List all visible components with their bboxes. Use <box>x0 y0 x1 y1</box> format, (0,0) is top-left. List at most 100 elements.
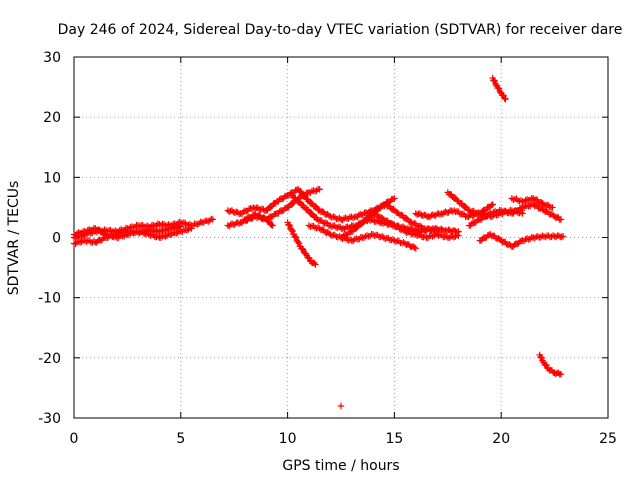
data-point <box>122 230 130 238</box>
data-point <box>436 211 444 218</box>
data-point <box>388 236 395 244</box>
data-point <box>403 214 410 222</box>
data-point <box>390 205 397 213</box>
x-tick-label: 0 <box>70 431 79 447</box>
data-point <box>371 232 378 239</box>
data-point <box>235 220 243 227</box>
data-point <box>305 254 312 261</box>
data-point <box>499 208 506 215</box>
data-point <box>510 196 517 203</box>
data-point <box>75 229 82 236</box>
data-point <box>353 224 360 232</box>
data-point <box>90 238 98 245</box>
y-tick-label: -20 <box>38 351 61 367</box>
data-point <box>308 210 315 217</box>
data-point <box>409 231 416 238</box>
data-marks <box>70 74 567 410</box>
data-point <box>297 187 304 195</box>
data-point <box>507 209 514 216</box>
data-point <box>409 243 417 250</box>
data-point <box>467 208 474 215</box>
data-point <box>414 232 421 239</box>
data-point <box>292 233 299 241</box>
data-point <box>353 235 360 242</box>
data-point <box>79 228 87 235</box>
data-point <box>523 196 531 203</box>
data-point <box>142 230 149 238</box>
data-point <box>388 220 395 227</box>
data-point <box>299 245 306 252</box>
data-point <box>289 200 296 208</box>
data-point <box>267 220 274 228</box>
data-point <box>153 233 160 241</box>
x-tick-label: 20 <box>492 431 510 447</box>
data-point <box>186 224 194 232</box>
data-point <box>307 223 314 230</box>
data-point <box>499 91 507 99</box>
data-point <box>185 226 192 233</box>
data-point <box>206 217 213 224</box>
data-point <box>548 210 556 218</box>
data-point <box>377 214 385 221</box>
data-point <box>337 224 344 231</box>
data-point <box>459 210 466 217</box>
x-tick-label: 25 <box>599 431 617 447</box>
data-point <box>496 87 503 95</box>
chart-title: Day 246 of 2024, Sidereal Day-to-day VTE… <box>58 22 623 38</box>
data-point <box>429 211 437 218</box>
data-point <box>313 214 320 221</box>
data-point <box>322 219 330 226</box>
data-point <box>389 195 397 203</box>
data-point <box>537 354 545 361</box>
data-point <box>110 234 117 241</box>
data-point <box>328 232 336 239</box>
data-point <box>304 196 312 203</box>
y-tick-label: 30 <box>43 50 61 66</box>
data-point <box>452 233 459 240</box>
data-point <box>285 221 293 229</box>
y-tick-label: -10 <box>38 291 61 307</box>
data-point <box>534 233 542 240</box>
data-point <box>558 233 565 240</box>
data-point <box>420 233 427 241</box>
x-axis-label: GPS time / hours <box>282 458 399 474</box>
data-point <box>392 238 400 245</box>
data-point <box>260 214 267 221</box>
data-point <box>228 220 236 227</box>
y-tick-label: 10 <box>43 170 61 186</box>
data-point <box>448 207 455 214</box>
data-point <box>165 224 172 232</box>
data-point <box>490 77 498 84</box>
data-point <box>363 215 371 223</box>
data-point <box>453 231 461 239</box>
data-point <box>302 250 310 257</box>
data-point <box>473 210 480 217</box>
data-point <box>442 208 449 215</box>
data-point <box>163 232 171 239</box>
data-point <box>314 185 322 193</box>
x-tick-label: 5 <box>176 431 185 447</box>
data-point <box>176 227 183 235</box>
data-point <box>422 226 429 233</box>
x-tick-label: 10 <box>279 431 297 447</box>
data-point <box>86 226 93 233</box>
data-point <box>556 371 563 378</box>
data-point <box>295 198 303 205</box>
y-axis-label: SDTVAR / TECUs <box>6 181 22 296</box>
data-point <box>342 214 349 221</box>
data-point <box>441 233 448 241</box>
data-point <box>324 210 331 218</box>
y-tick-label: 20 <box>43 110 61 126</box>
data-point <box>267 203 275 211</box>
data-point <box>75 238 82 245</box>
data-point <box>357 234 365 241</box>
data-point <box>349 214 357 222</box>
data-point <box>300 202 307 209</box>
data-point <box>416 222 424 229</box>
data-point <box>337 402 345 410</box>
data-point <box>163 226 171 233</box>
x-tick-label: 15 <box>385 431 403 447</box>
data-point <box>398 239 406 247</box>
data-point <box>104 232 111 239</box>
